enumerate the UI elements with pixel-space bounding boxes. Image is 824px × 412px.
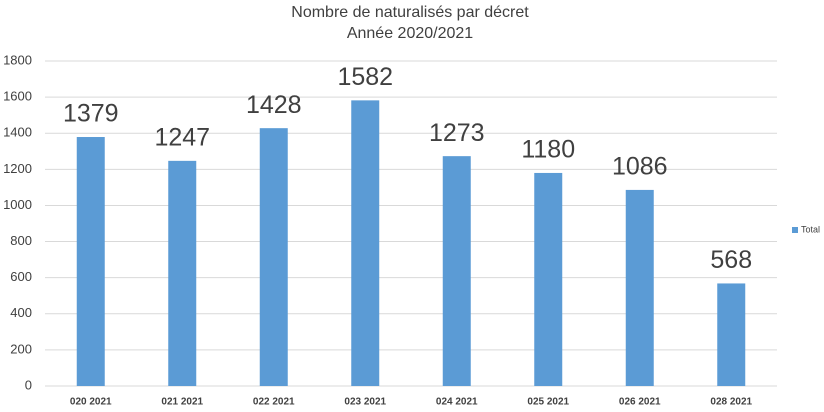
data-label: 568 [710, 246, 752, 274]
y-tick-label: 600 [10, 269, 32, 284]
bar [534, 172, 563, 386]
bar [351, 100, 380, 386]
y-tick-label: 1600 [3, 89, 32, 104]
chart-title: Nombre de naturalisés par décret [291, 4, 529, 21]
bar [168, 160, 197, 386]
y-tick-label: 800 [10, 233, 32, 248]
y-tick-label: 1800 [3, 52, 32, 67]
x-tick-label: 021 2021 [161, 397, 203, 408]
x-tick-label: 025 2021 [527, 397, 569, 408]
x-tick-label: 022 2021 [253, 397, 295, 408]
y-tick-label: 400 [10, 305, 32, 320]
x-tick-label: 020 2021 [70, 397, 112, 408]
bar [442, 156, 471, 386]
x-tick-label: 023 2021 [344, 397, 386, 408]
y-tick-label: 200 [10, 341, 32, 356]
legend-swatch [792, 227, 798, 233]
legend-label: Total [801, 224, 820, 234]
chart-subtitle: Année 2020/2021 [347, 25, 473, 42]
y-tick-label: 1200 [3, 161, 32, 176]
bar [76, 137, 105, 386]
data-label: 1428 [246, 91, 302, 119]
data-label: 1180 [521, 136, 575, 164]
y-tick-label: 1400 [3, 125, 32, 140]
data-label: 1086 [612, 153, 668, 181]
data-label: 1582 [337, 63, 393, 91]
bar [259, 128, 288, 386]
bar [625, 189, 654, 386]
x-tick-label: 026 2021 [619, 397, 661, 408]
x-tick-label: 024 2021 [436, 397, 478, 408]
data-label: 1273 [429, 119, 485, 147]
data-label: 1379 [63, 100, 119, 128]
y-tick-label: 1000 [3, 197, 32, 212]
y-tick-label: 0 [25, 377, 32, 392]
bar [717, 283, 746, 386]
x-tick-label: 028 2021 [710, 397, 752, 408]
data-label: 1247 [154, 123, 210, 151]
